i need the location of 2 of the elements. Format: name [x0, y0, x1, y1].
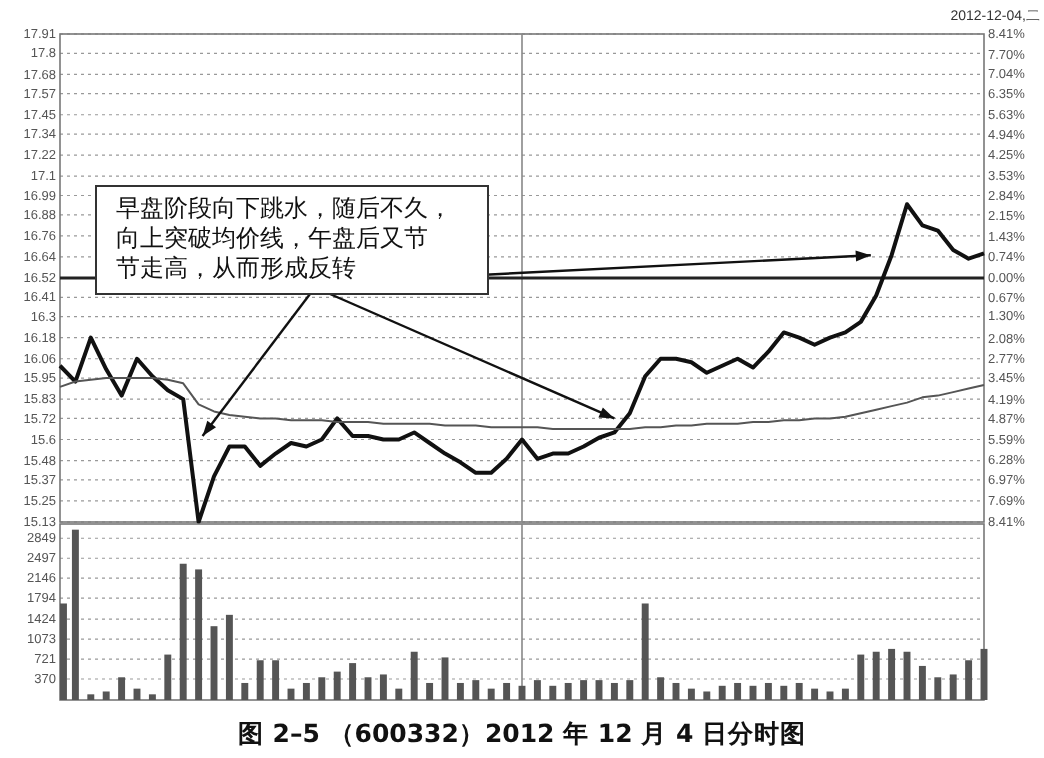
annotation: 早盘阶段向下跳水，随后不久，向上突破均价线，午盘后又节节走高，从而形成反转 [116, 194, 452, 282]
text: 图 2–5 （600332）2012 年 12 月 4 日分时图 [237, 718, 807, 748]
